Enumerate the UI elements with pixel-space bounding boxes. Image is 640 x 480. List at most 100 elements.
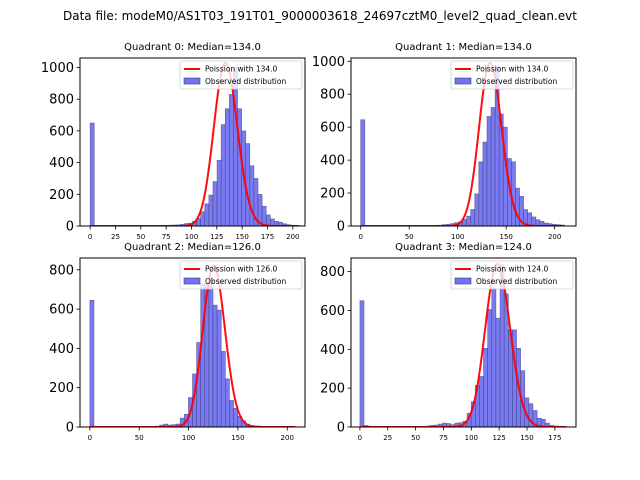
histogram-bar [200, 211, 206, 226]
x-tick-label: 75 [439, 434, 448, 442]
y-tick-label: 1000 [312, 55, 345, 70]
legend-label-poisson: Poission with 134.0 [205, 65, 278, 74]
histogram-bar [89, 122, 95, 226]
histogram-bar [474, 193, 480, 226]
x-tick-label: 175 [548, 434, 561, 442]
histogram-bar [200, 283, 206, 427]
x-tick-label: 0 [358, 233, 362, 241]
y-tick-label: 400 [49, 342, 74, 357]
histogram-bar [225, 378, 230, 427]
poisson-curve [89, 264, 296, 427]
x-tick-label: 25 [383, 434, 392, 442]
y-tick-label: 600 [320, 304, 345, 319]
x-tick-label: 50 [405, 233, 414, 241]
histogram-bar [220, 351, 226, 427]
x-tick-label: 50 [136, 233, 145, 241]
legend-box [179, 60, 303, 90]
x-tick-label: 200 [281, 434, 294, 442]
x-tick-label: 150 [235, 233, 248, 241]
x-tick-label: 200 [548, 233, 561, 241]
y-tick-label: 200 [320, 382, 345, 397]
histogram-bar [261, 205, 267, 226]
y-tick-label: 800 [49, 93, 74, 108]
y-tick-label: 200 [320, 187, 345, 202]
legend-label-observed: Observed distribution [205, 77, 286, 86]
panel-title: Quadrant 2: Median=126.0 [124, 242, 261, 253]
y-tick-label: 400 [49, 156, 74, 171]
legend-label-observed: Observed distribution [476, 77, 557, 86]
legend-bar-swatch [183, 77, 201, 85]
histogram-bar [359, 300, 365, 427]
legend-bar-swatch [454, 277, 472, 285]
histogram-bar [531, 216, 537, 226]
histogram-bar [490, 107, 496, 226]
histogram-bar [229, 94, 234, 226]
histogram-bar [233, 67, 238, 226]
histogram-bar [479, 376, 484, 427]
plot-area [89, 264, 296, 427]
histogram-bar [224, 108, 230, 226]
panel-title: Quadrant 0: Median=134.0 [124, 42, 261, 53]
histogram-bar [470, 209, 476, 226]
legend-box [450, 260, 574, 290]
x-tick-label: 150 [231, 434, 244, 442]
y-tick-label: 800 [320, 88, 345, 103]
x-tick-label: 125 [492, 434, 505, 442]
histogram-bar [89, 299, 95, 427]
x-tick-label: 0 [88, 233, 92, 241]
x-tick-label: 175 [261, 233, 274, 241]
histogram-bar [249, 165, 255, 226]
legend-label-observed: Observed distribution [476, 277, 557, 286]
legend-box [179, 260, 303, 290]
axes-frame [79, 257, 306, 428]
suptitle: Data file: modeM0/AS1T03_191T01_90000036… [63, 9, 577, 23]
panel-3: Quadrant 3: Median=124.0 0 200 400 600 800 0 25… [320, 242, 577, 442]
y-tick-label: 0 [66, 220, 74, 235]
histogram-bar [466, 215, 471, 226]
plot-area [360, 61, 565, 226]
legend-label-observed: Observed distribution [205, 277, 286, 286]
plot-area [89, 61, 300, 226]
x-tick-label: 100 [185, 233, 198, 241]
legend: Poission with 124.0 Observed distribution [450, 260, 574, 290]
y-tick-label: 400 [320, 343, 345, 358]
y-tick-label: 0 [337, 421, 345, 436]
y-tick-label: 0 [66, 421, 74, 436]
panel-title: Quadrant 1: Median=134.0 [395, 42, 532, 53]
axes-frame [350, 57, 577, 227]
y-tick-label: 800 [49, 263, 74, 278]
x-tick-label: 200 [286, 233, 299, 241]
x-tick-label: 150 [520, 434, 533, 442]
legend-box [450, 60, 574, 90]
x-tick-label: 150 [499, 233, 512, 241]
histogram-bar [511, 161, 516, 226]
axes-frame [350, 257, 577, 428]
histogram-bar [483, 348, 488, 427]
y-tick-label: 600 [320, 121, 345, 136]
legend: Poission with 126.0 Observed distribution [179, 260, 303, 290]
legend-bar-swatch [183, 277, 201, 285]
y-tick-label: 600 [49, 303, 74, 318]
legend: Poission with 134.0 Observed distribution [450, 60, 574, 90]
y-tick-label: 200 [49, 188, 74, 203]
histogram-bar [208, 194, 214, 226]
y-tick-label: 600 [49, 124, 74, 139]
y-tick-label: 800 [320, 265, 345, 280]
histogram-bar [212, 304, 218, 427]
histogram-bar [216, 309, 222, 427]
y-tick-label: 1000 [41, 61, 74, 76]
y-tick-label: 0 [337, 220, 345, 235]
histogram-bar [220, 124, 226, 226]
histogram-bar [491, 287, 497, 427]
y-tick-label: 400 [320, 154, 345, 169]
panel-title: Quadrant 3: Median=124.0 [395, 242, 532, 253]
histogram-bar [233, 408, 238, 427]
x-tick-label: 100 [465, 434, 478, 442]
histogram-bar [216, 159, 222, 226]
histogram-bar [527, 212, 533, 226]
x-tick-label: 75 [162, 233, 171, 241]
panel-2: Quadrant 2: Median=126.0 0 200 400 600 800 0 50… [49, 242, 306, 442]
histogram-bar [212, 181, 218, 226]
legend-label-poisson: Poission with 126.0 [205, 265, 278, 274]
x-tick-label: 50 [135, 434, 144, 442]
